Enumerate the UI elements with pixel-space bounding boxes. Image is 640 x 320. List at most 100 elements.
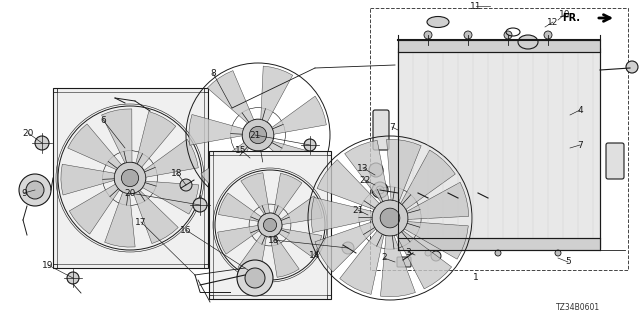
Text: 19: 19	[42, 260, 54, 269]
Circle shape	[245, 268, 265, 288]
Polygon shape	[189, 115, 243, 145]
Polygon shape	[396, 231, 452, 289]
Text: 22: 22	[360, 175, 371, 185]
Text: 5: 5	[565, 258, 571, 267]
Text: 6: 6	[100, 116, 106, 124]
Polygon shape	[238, 234, 266, 277]
Text: 13: 13	[357, 164, 369, 172]
Text: TZ34B0601: TZ34B0601	[556, 303, 600, 313]
Circle shape	[431, 251, 441, 261]
Text: 12: 12	[547, 18, 559, 27]
Text: 1: 1	[473, 274, 479, 283]
Circle shape	[193, 198, 207, 212]
Polygon shape	[380, 236, 415, 297]
Polygon shape	[315, 222, 376, 272]
Text: 18: 18	[172, 169, 183, 178]
Circle shape	[504, 31, 512, 39]
Polygon shape	[340, 231, 384, 294]
Circle shape	[180, 179, 192, 191]
Circle shape	[372, 182, 388, 198]
Circle shape	[67, 272, 79, 284]
Polygon shape	[105, 192, 135, 247]
Circle shape	[495, 250, 501, 256]
FancyBboxPatch shape	[606, 143, 624, 179]
Text: 4: 4	[577, 106, 583, 115]
Polygon shape	[207, 71, 253, 123]
Polygon shape	[201, 142, 249, 195]
Polygon shape	[144, 139, 198, 177]
Polygon shape	[345, 140, 389, 202]
Polygon shape	[272, 96, 326, 134]
Circle shape	[372, 200, 408, 236]
Polygon shape	[317, 160, 380, 210]
Circle shape	[19, 174, 51, 206]
Circle shape	[464, 31, 472, 39]
Circle shape	[380, 208, 400, 228]
Text: 16: 16	[180, 226, 192, 235]
Polygon shape	[398, 40, 600, 52]
Ellipse shape	[518, 35, 538, 49]
Circle shape	[555, 250, 561, 256]
Polygon shape	[253, 150, 284, 204]
Text: 2: 2	[381, 253, 387, 262]
Polygon shape	[407, 182, 468, 220]
Circle shape	[237, 260, 273, 296]
Polygon shape	[68, 124, 122, 170]
Polygon shape	[387, 139, 421, 202]
Circle shape	[35, 136, 49, 150]
Polygon shape	[281, 196, 323, 225]
Text: 20: 20	[124, 188, 136, 197]
Polygon shape	[218, 193, 261, 221]
Text: 11: 11	[470, 2, 482, 11]
Polygon shape	[273, 173, 302, 216]
FancyBboxPatch shape	[373, 110, 389, 150]
Circle shape	[122, 169, 139, 187]
Polygon shape	[143, 181, 199, 214]
Circle shape	[425, 250, 431, 256]
Circle shape	[242, 119, 274, 151]
Text: 7: 7	[389, 123, 395, 132]
Text: 7: 7	[577, 140, 583, 149]
FancyBboxPatch shape	[397, 257, 411, 267]
Circle shape	[264, 219, 276, 232]
Text: 15: 15	[236, 146, 247, 155]
Polygon shape	[241, 173, 269, 214]
Bar	[209, 151, 331, 299]
Bar	[213, 155, 327, 295]
Text: 17: 17	[135, 218, 147, 227]
Polygon shape	[102, 109, 132, 163]
Polygon shape	[268, 141, 324, 182]
Ellipse shape	[427, 17, 449, 28]
Circle shape	[342, 242, 354, 254]
Circle shape	[114, 162, 146, 194]
Polygon shape	[401, 150, 455, 210]
Text: 21: 21	[352, 205, 364, 214]
Bar	[370, 8, 628, 270]
Bar	[56, 92, 204, 264]
Bar	[52, 88, 207, 268]
Circle shape	[258, 213, 282, 237]
Circle shape	[626, 61, 638, 73]
Polygon shape	[134, 190, 179, 244]
Text: FR.: FR.	[562, 13, 580, 23]
Polygon shape	[260, 66, 292, 122]
Bar	[398, 48, 600, 248]
Circle shape	[424, 31, 432, 39]
Text: 9: 9	[21, 188, 27, 197]
Polygon shape	[311, 197, 373, 233]
Text: 8: 8	[210, 68, 216, 77]
Circle shape	[544, 31, 552, 39]
Polygon shape	[136, 111, 176, 167]
Text: 21: 21	[250, 131, 260, 140]
Circle shape	[26, 181, 44, 199]
Polygon shape	[218, 225, 259, 254]
Text: 14: 14	[309, 251, 321, 260]
Text: 20: 20	[22, 129, 34, 138]
Text: 3: 3	[405, 247, 411, 257]
Circle shape	[304, 139, 316, 151]
Polygon shape	[404, 221, 468, 259]
Text: 10: 10	[559, 10, 571, 19]
Polygon shape	[61, 164, 115, 195]
Polygon shape	[279, 228, 322, 257]
Circle shape	[369, 163, 383, 177]
